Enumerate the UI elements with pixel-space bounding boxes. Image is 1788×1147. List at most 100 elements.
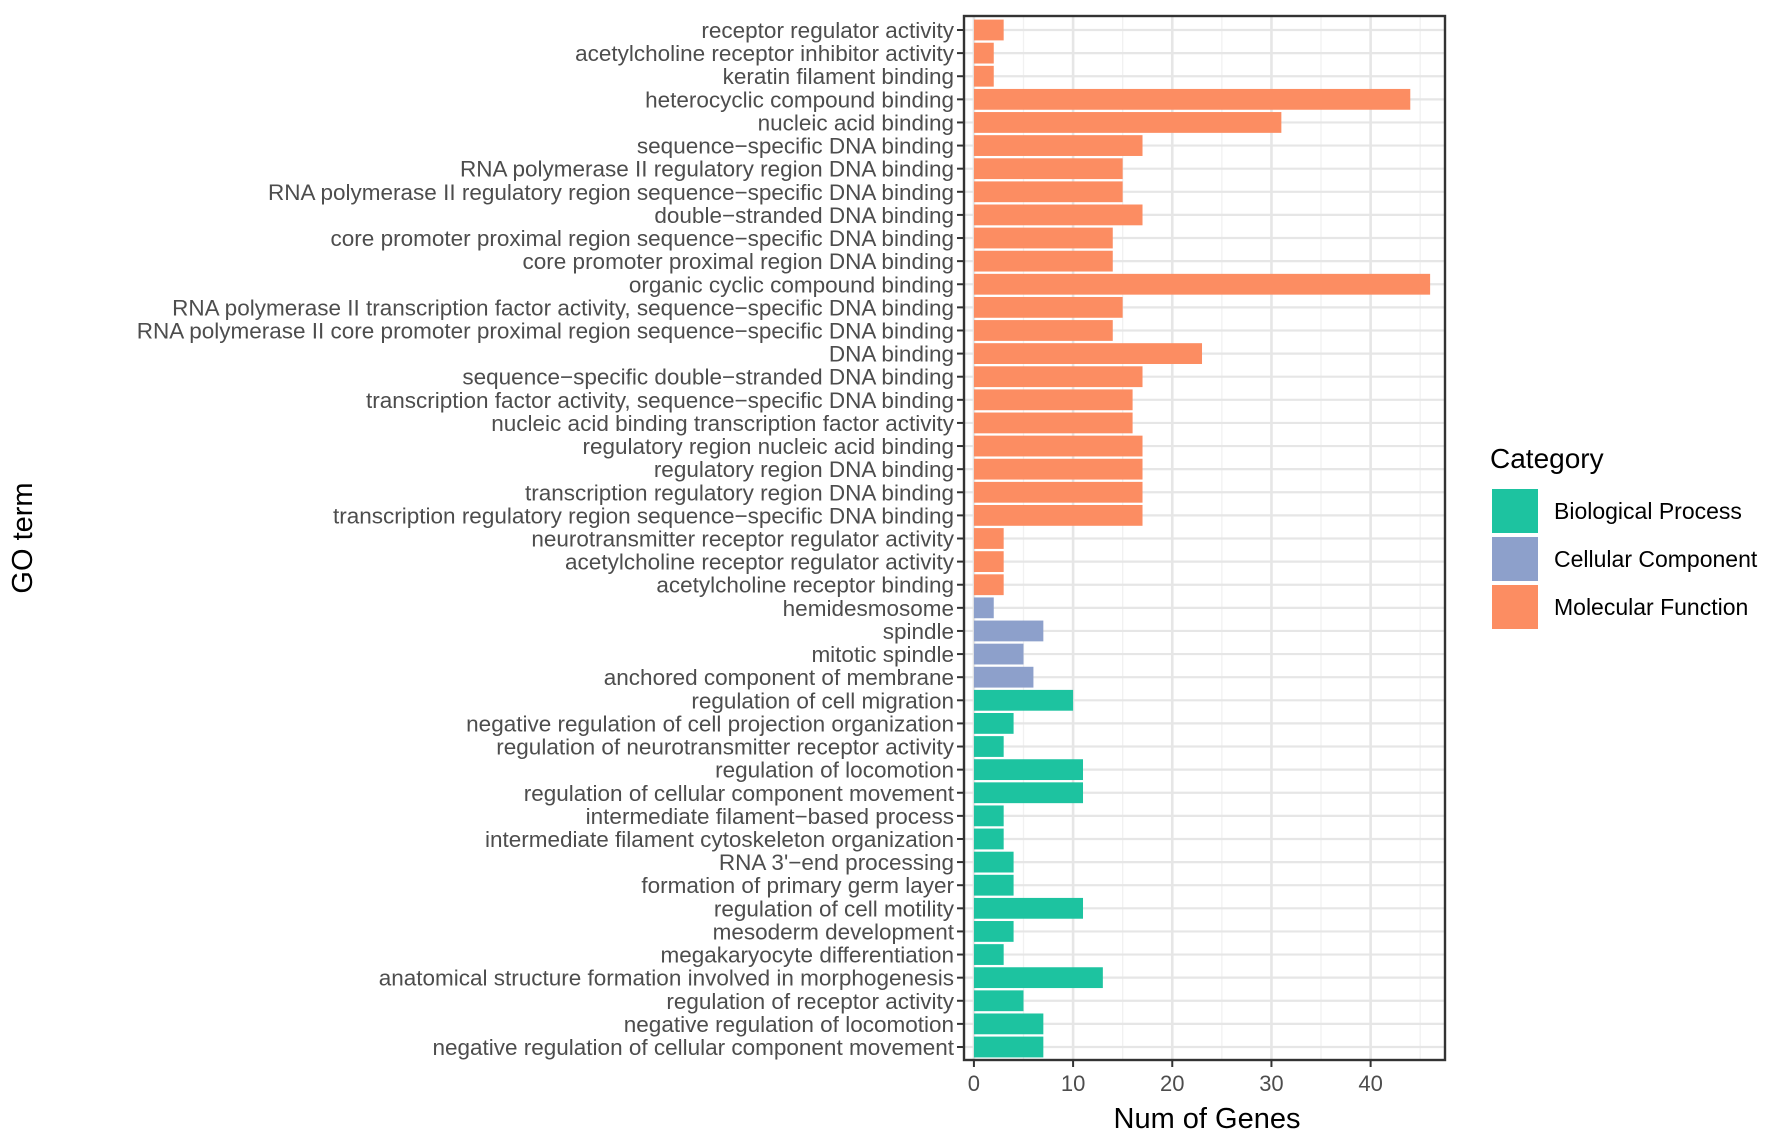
y-tick-label: core promoter proximal region DNA bindin… xyxy=(523,249,954,274)
y-axis-ticks: receptor regulator activityacetylcholine… xyxy=(137,18,964,1060)
y-tick-label: negative regulation of cellular componen… xyxy=(432,1035,954,1060)
bar xyxy=(973,666,1034,688)
bar xyxy=(973,458,1143,480)
bar xyxy=(973,713,1014,734)
bar xyxy=(973,112,1282,133)
legend-key xyxy=(1492,537,1538,581)
bar xyxy=(973,897,1084,919)
bar xyxy=(973,782,1084,804)
y-tick-label: mitotic spindle xyxy=(811,642,954,667)
bar xyxy=(973,181,1123,203)
y-tick-label: receptor regulator activity xyxy=(701,18,954,43)
bar xyxy=(973,504,1143,526)
y-tick-label: RNA 3'−end processing xyxy=(719,850,954,875)
y-tick-label: transcription factor activity, sequence−… xyxy=(366,388,954,413)
legend-title: Category xyxy=(1490,443,1604,474)
bar xyxy=(973,412,1133,434)
bar xyxy=(973,389,1133,411)
bar xyxy=(973,343,1203,364)
y-tick-label: anchored component of membrane xyxy=(604,665,954,690)
bar xyxy=(973,435,1143,457)
bar xyxy=(973,1036,1044,1058)
legend-label: Cellular Component xyxy=(1554,546,1758,572)
y-tick-label: intermediate filament cytoskeleton organ… xyxy=(485,827,954,852)
y-tick-label: RNA polymerase II regulatory region DNA … xyxy=(460,157,954,182)
y-tick-label: nucleic acid binding xyxy=(758,110,954,135)
x-tick-label: 0 xyxy=(968,1071,980,1096)
x-axis-title: Num of Genes xyxy=(1114,1103,1301,1135)
bar xyxy=(973,967,1103,989)
y-tick-label: DNA binding xyxy=(829,342,954,367)
y-tick-label: regulation of cell motility xyxy=(714,896,955,921)
bar xyxy=(973,597,994,619)
y-tick-label: regulation of cellular component movemen… xyxy=(524,781,955,806)
legend-label: Molecular Function xyxy=(1554,594,1748,620)
y-tick-label: anatomical structure formation involved … xyxy=(379,966,954,991)
bar xyxy=(973,805,1004,827)
grid-layer xyxy=(964,16,1445,1060)
y-tick-label: neurotransmitter receptor regulator acti… xyxy=(531,527,954,552)
bar xyxy=(973,42,994,64)
bar xyxy=(973,273,1431,295)
y-tick-label: keratin filament binding xyxy=(723,64,954,89)
y-tick-label: spindle xyxy=(883,619,954,644)
y-tick-label: negative regulation of locomotion xyxy=(624,1012,954,1037)
bar xyxy=(973,320,1113,341)
bar xyxy=(973,88,1411,110)
y-tick-label: regulation of cell migration xyxy=(691,688,954,713)
bar xyxy=(973,227,1113,249)
y-tick-label: regulation of locomotion xyxy=(715,758,954,783)
bar xyxy=(973,296,1123,318)
y-tick-label: regulatory region nucleic acid binding xyxy=(583,434,954,459)
y-tick-label: acetylcholine receptor binding xyxy=(656,573,954,598)
bar-layer xyxy=(973,19,1431,1058)
bar xyxy=(973,1013,1044,1035)
x-tick-label: 40 xyxy=(1358,1071,1382,1096)
bar xyxy=(973,574,1004,596)
bar xyxy=(973,689,1074,711)
y-tick-label: hemidesmosome xyxy=(783,596,954,621)
y-tick-label: formation of primary germ layer xyxy=(641,873,954,898)
y-tick-label: core promoter proximal region sequence−s… xyxy=(331,226,954,251)
bar xyxy=(973,759,1084,781)
y-tick-label: RNA polymerase II transcription factor a… xyxy=(172,295,954,320)
y-tick-label: nucleic acid binding transcription facto… xyxy=(491,411,954,436)
y-tick-label: acetylcholine receptor regulator activit… xyxy=(565,550,955,575)
bar xyxy=(973,366,1143,388)
bar xyxy=(973,643,1024,665)
bar xyxy=(973,620,1044,642)
y-tick-label: regulatory region DNA binding xyxy=(654,457,954,482)
y-tick-label: RNA polymerase II regulatory region sequ… xyxy=(268,180,954,205)
bar xyxy=(973,204,1143,226)
y-tick-label: RNA polymerase II core promoter proximal… xyxy=(137,318,954,343)
bar xyxy=(973,944,1004,965)
bar xyxy=(973,828,1004,850)
bar xyxy=(973,874,1014,896)
y-tick-label: sequence−specific double−stranded DNA bi… xyxy=(462,365,954,390)
y-tick-label: heterocyclic compound binding xyxy=(645,87,954,112)
y-axis-title: GO term xyxy=(7,482,39,593)
bar xyxy=(973,528,1004,549)
bar xyxy=(973,481,1143,503)
bar xyxy=(973,158,1123,180)
x-tick-label: 10 xyxy=(1061,1071,1085,1096)
bar xyxy=(973,19,1004,41)
y-tick-label: sequence−specific DNA binding xyxy=(637,134,954,159)
bar xyxy=(973,736,1004,757)
legend: Category Biological Process Cellular Comp… xyxy=(1490,443,1758,629)
y-tick-label: acetylcholine receptor inhibitor activit… xyxy=(575,41,955,66)
x-tick-label: 30 xyxy=(1259,1071,1283,1096)
bar xyxy=(973,250,1113,272)
y-tick-label: transcription regulatory region sequence… xyxy=(333,503,954,528)
bar xyxy=(973,65,994,87)
y-tick-label: intermediate filament−based process xyxy=(586,804,954,829)
bar xyxy=(973,551,1004,573)
legend-label: Biological Process xyxy=(1554,498,1742,524)
y-tick-label: regulation of neurotransmitter receptor … xyxy=(496,735,954,760)
bar xyxy=(973,135,1143,156)
x-axis-ticks: 0 10 20 30 40 xyxy=(968,1060,1383,1096)
legend-key xyxy=(1492,585,1538,629)
bar xyxy=(973,990,1024,1012)
